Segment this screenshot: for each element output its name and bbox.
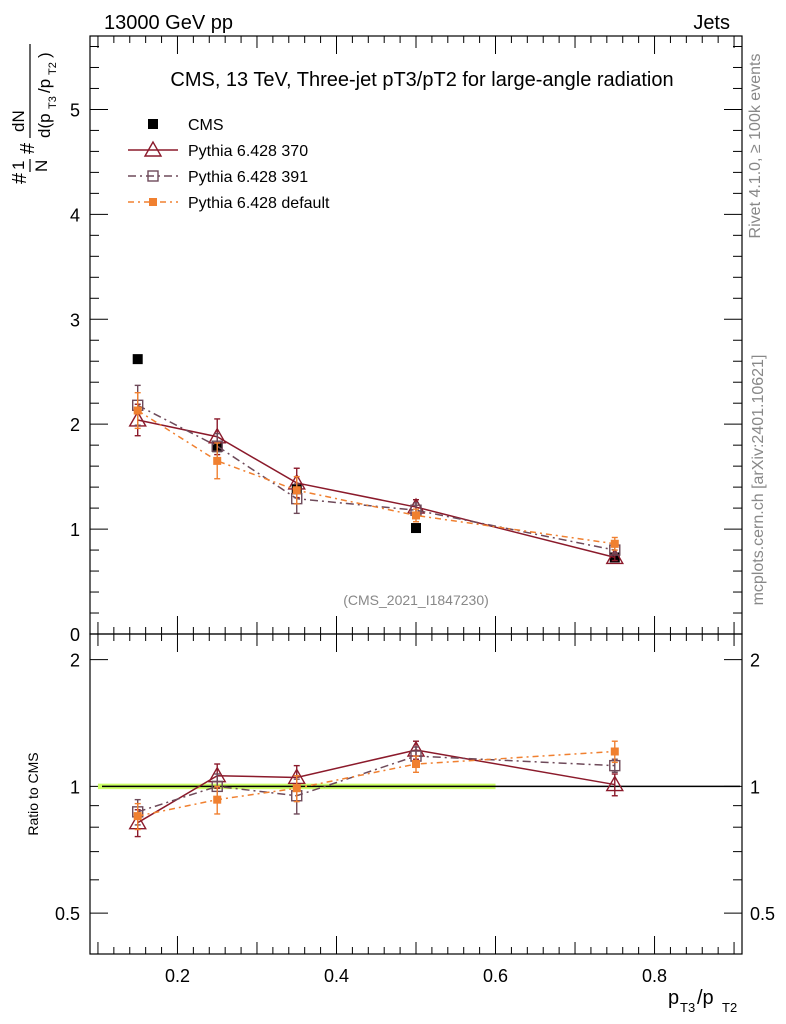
svg-text:/p: /p (35, 79, 54, 93)
svg-text:d(p: d(p (35, 113, 54, 138)
svg-text:T3: T3 (680, 1000, 695, 1015)
ratio-ytick-label-right: 1 (750, 777, 760, 797)
main-series-line (137, 404, 615, 551)
ratio-point (610, 747, 619, 756)
legend-label: Pythia 6.428 370 (188, 143, 308, 160)
legend-entry-0: CMS (148, 117, 224, 134)
legend-marker (149, 198, 157, 206)
main-point (411, 523, 421, 534)
legend-entry-3: Pythia 6.428 default (128, 195, 330, 212)
mcplots-label: mcplots.cern.ch [arXiv:2401.10621] (750, 355, 767, 606)
ratio-ytick-label: 1 (70, 777, 80, 797)
ratio-xtick-label: 0.6 (483, 966, 508, 986)
main-series-1 (128, 403, 624, 565)
legend-marker (147, 170, 159, 182)
svg-text:#: # (9, 172, 31, 184)
svg-text:#: # (17, 142, 39, 154)
legend-label: Pythia 6.428 391 (188, 169, 308, 186)
ratio-point (292, 784, 301, 793)
ratio-panel-frame (89, 633, 743, 955)
svg-text:N: N (32, 160, 51, 172)
ratio-point (213, 795, 222, 804)
ratio-point (133, 812, 142, 821)
main-point (132, 354, 143, 365)
beam-label: 13000 GeV pp (104, 12, 233, 34)
main-point (412, 511, 420, 520)
main-series-line (137, 409, 615, 545)
legend-marker (143, 140, 163, 157)
main-ytick-zero: 0 (70, 625, 80, 645)
svg-text:p: p (668, 987, 679, 1009)
legend-marker (148, 119, 158, 129)
legend-entry-2: Pythia 6.428 391 (128, 169, 308, 186)
legend-entry-1: Pythia 6.428 370 (128, 140, 308, 160)
ratio-ytick-label-right: 0.5 (750, 904, 775, 924)
main-point (605, 548, 624, 565)
chart-title: CMS, 13 TeV, Three-jet pT3/pT2 for large… (170, 69, 673, 91)
main-series-line (137, 419, 615, 559)
svg-text:1: 1 (9, 161, 28, 170)
rivet-label: Rivet 4.1.0, ≥ 100k events (747, 54, 764, 239)
main-series-2 (132, 384, 621, 556)
ratio-ylabel: Ratio to CMS (25, 752, 41, 835)
ratio-xtick-label: 0.4 (324, 966, 349, 986)
ratio-point (412, 760, 420, 769)
category-label: Jets (693, 12, 730, 34)
main-point (133, 406, 142, 415)
legend-label: CMS (188, 117, 224, 134)
main-ytick-label: 5 (70, 100, 80, 120)
ratio-point (605, 775, 624, 792)
main-ylabel: # 1 N # dN d(p T3 /p T2 ) (9, 44, 59, 184)
main-ytick-label: 2 (70, 415, 80, 435)
main-point (213, 456, 222, 465)
ratio-ytick-label-right: 2 (750, 651, 760, 671)
svg-text:dN: dN (9, 110, 28, 132)
svg-text:T3: T3 (47, 96, 59, 109)
legend-label: Pythia 6.428 default (188, 195, 330, 212)
main-ytick-label: 1 (70, 520, 80, 540)
main-ytick-label: 4 (70, 205, 80, 225)
main-series-0 (132, 354, 620, 563)
main-ytick-label: 3 (70, 310, 80, 330)
main-point (610, 539, 619, 548)
x-axis-label: p T3 /p T2 (668, 987, 737, 1015)
ratio-ytick-label: 2 (70, 651, 80, 671)
svg-text:): ) (35, 52, 54, 58)
ratio-series-2 (133, 740, 619, 831)
ratio-xtick-label: 0.8 (642, 966, 667, 986)
analysis-id: (CMS_2021_I1847230) (343, 592, 489, 608)
ratio-xtick-label: 0.2 (165, 966, 190, 986)
svg-text:/p: /p (697, 987, 714, 1009)
svg-text:T2: T2 (722, 1000, 737, 1015)
svg-text:T2: T2 (47, 62, 59, 75)
main-point (292, 486, 301, 495)
main-series-3 (133, 392, 619, 551)
ratio-ytick-label: 0.5 (55, 904, 80, 924)
